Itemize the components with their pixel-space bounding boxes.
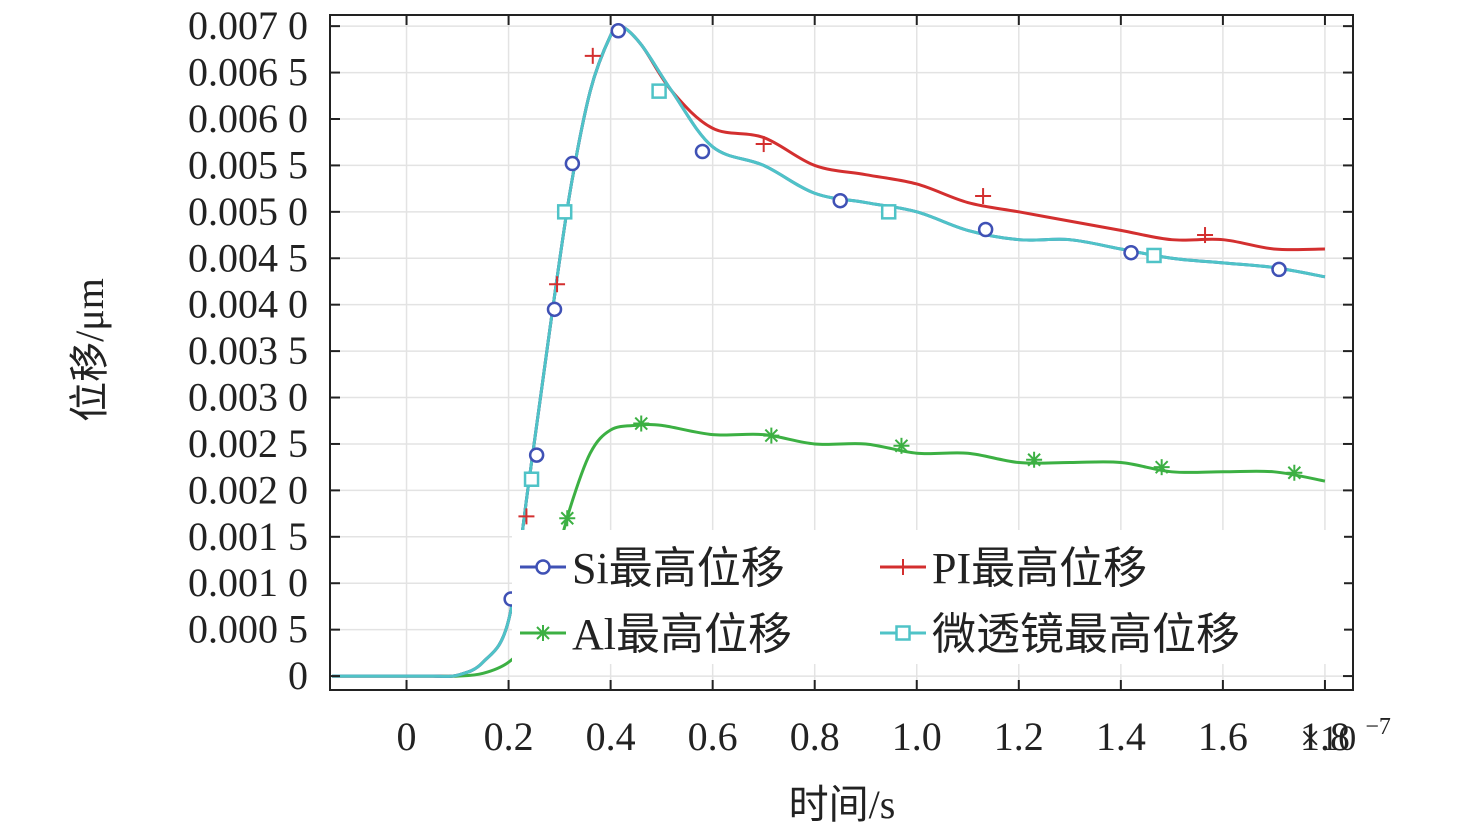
square-marker	[1146, 247, 1162, 264]
asterisk-marker	[1026, 451, 1043, 468]
circle-marker	[564, 155, 581, 172]
legend-label: Al最高位移	[572, 610, 792, 659]
x-axis-ticks: 0 0.2 0.4 0.6 0.8 1.0 1.2 1.4 1.6 1.8	[397, 15, 1350, 759]
square-marker	[880, 204, 897, 220]
x-axis-label: 时间/s	[789, 782, 896, 827]
plus-marker	[975, 188, 992, 205]
y-tick-label: 0	[288, 653, 308, 698]
y-tick-label: 0.002 5	[188, 421, 308, 466]
legend-label: Si最高位移	[572, 544, 785, 593]
circle-marker	[694, 143, 711, 160]
circle-marker	[1271, 261, 1287, 278]
y-tick-label: 0.001 5	[188, 514, 308, 559]
series-line	[332, 423, 1326, 678]
x-tick-label: 0.8	[790, 714, 840, 759]
circle-marker	[1123, 244, 1139, 261]
y-tick-label: 0.006 5	[188, 50, 308, 95]
x-tick-label: 1.2	[994, 714, 1044, 759]
x-tick-label: 0	[397, 714, 417, 759]
plus-marker	[895, 559, 911, 575]
circle-marker	[977, 221, 994, 238]
square-marker	[651, 83, 667, 99]
x-tick-label: 0.4	[586, 714, 636, 759]
x-multiplier: ×10 −7	[1300, 714, 1391, 758]
y-tick-label: 0.003 5	[188, 328, 308, 373]
plot-frame	[329, 14, 1354, 691]
y-tick-label: 0.005 5	[188, 142, 308, 187]
y-tick-label: 0.002 0	[188, 467, 308, 512]
x-tick-label: 1.6	[1198, 714, 1248, 759]
plus-marker	[755, 136, 772, 153]
x-tick-label: 1.8	[1300, 714, 1350, 759]
asterisk-marker	[893, 437, 910, 454]
circle-marker	[546, 301, 563, 318]
x-tick-label: 0.2	[484, 714, 534, 759]
x-tick-label: 0.6	[688, 714, 738, 759]
asterisk-marker	[1153, 459, 1170, 476]
square-marker	[895, 625, 911, 641]
circle-marker	[528, 447, 545, 463]
y-tick-label: 0.001 0	[188, 560, 308, 605]
y-tick-label: 0.006 0	[188, 96, 308, 141]
circle-marker	[610, 23, 627, 39]
asterisk-marker	[559, 510, 576, 527]
asterisk-marker	[763, 427, 780, 444]
y-tick-label: 0.007 0	[188, 3, 308, 48]
plus-marker	[584, 47, 601, 64]
circle-marker	[535, 559, 551, 575]
y-tick-label: 0.005 0	[188, 189, 308, 234]
legend-label: PI最高位移	[932, 544, 1147, 593]
square-marker	[523, 471, 540, 487]
x-tick-label: 1.4	[1096, 714, 1146, 759]
circle-marker	[832, 192, 848, 209]
y-tick-label: 0.000 5	[188, 607, 308, 652]
legend: Si最高位移 PI最高位移 Al最高位移 微透镜最高位移	[512, 530, 1344, 664]
x-multiplier-base: ×10	[1300, 718, 1356, 758]
legend-box	[512, 530, 1344, 664]
y-tick-label: 0.004 0	[188, 282, 308, 327]
square-marker	[556, 204, 573, 220]
asterisk-marker	[633, 415, 650, 432]
asterisk-marker	[1286, 464, 1303, 481]
y-axis-label: 位移/μm	[67, 278, 112, 422]
asterisk-marker	[535, 625, 551, 641]
plus-marker	[549, 276, 566, 293]
y-tick-label: 0.003 0	[188, 375, 308, 420]
x-multiplier-exponent: −7	[1365, 714, 1391, 740]
y-axis-ticks: 00.000 50.001 00.001 50.002 00.002 50.00…	[188, 3, 1353, 698]
legend-label: 微透镜最高位移	[932, 610, 1240, 659]
y-tick-label: 0.004 5	[188, 235, 308, 280]
x-tick-label: 1.0	[892, 714, 942, 759]
plus-marker	[518, 508, 535, 525]
plus-marker	[1197, 227, 1214, 244]
